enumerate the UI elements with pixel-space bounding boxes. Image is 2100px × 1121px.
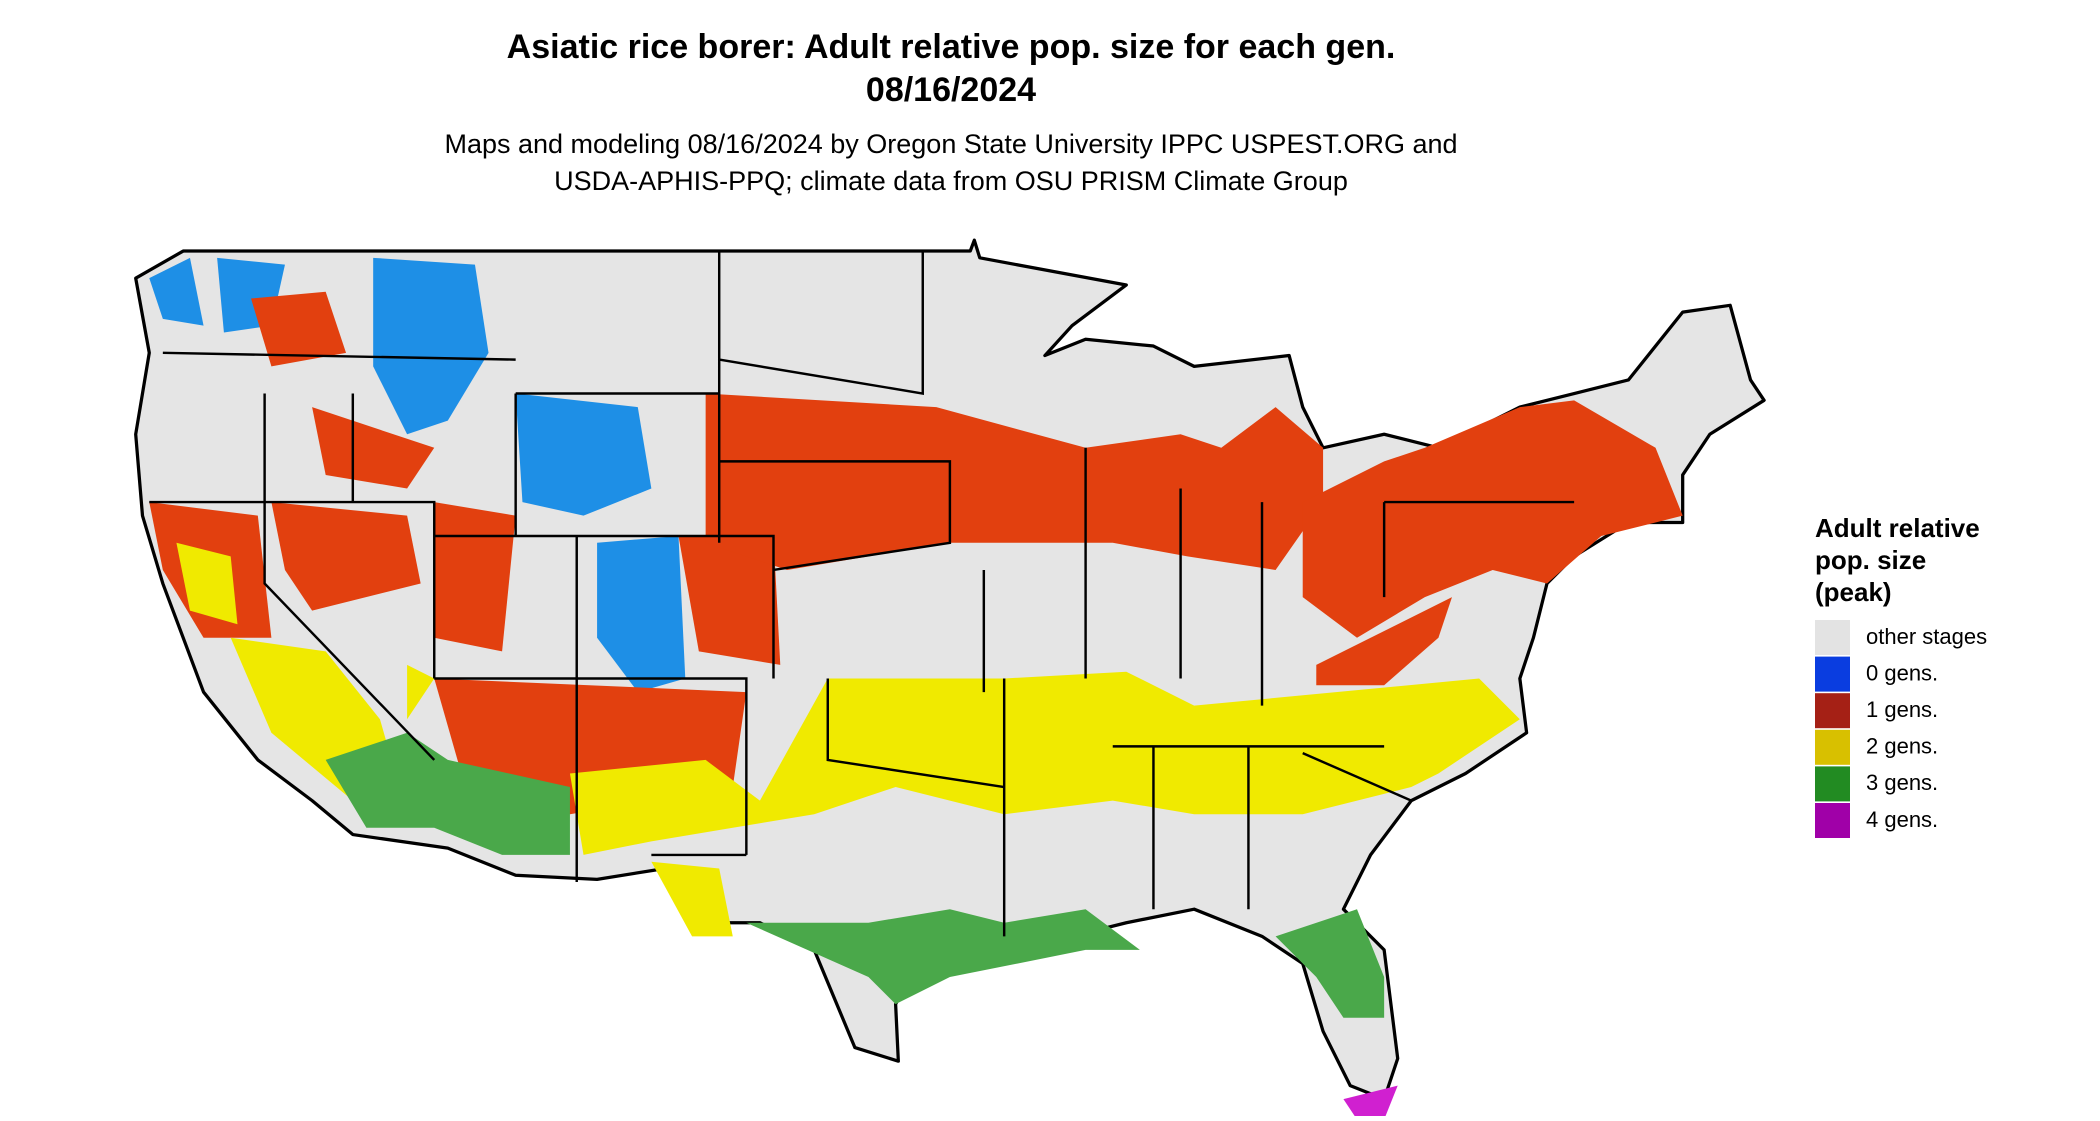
legend-label: 0 gens. xyxy=(1866,660,1938,685)
state-borders xyxy=(149,251,1575,937)
legend-title: Adult relative xyxy=(1815,513,1980,543)
legend-label: 4 gens. xyxy=(1866,807,1938,832)
legend-label: 1 gens. xyxy=(1866,697,1938,722)
zone-4 xyxy=(1343,1085,1398,1120)
legend-swatch xyxy=(1815,693,1850,729)
map-date: 08/16/2024 xyxy=(866,71,1036,109)
us-map xyxy=(134,238,1766,1120)
legend-title: pop. size xyxy=(1815,545,1926,575)
legend-label: 3 gens. xyxy=(1866,770,1938,795)
legend-swatch xyxy=(1815,766,1850,802)
legend-title: (peak) xyxy=(1815,577,1892,607)
legend-label: 2 gens. xyxy=(1866,734,1938,759)
legend-swatch xyxy=(1815,620,1850,655)
legend-label: other stages xyxy=(1866,624,1987,649)
zone-3 xyxy=(325,732,1385,1018)
zone-2 xyxy=(176,542,1520,937)
subtitle-line: Maps and modeling 08/16/2024 by Oregon S… xyxy=(444,129,1457,159)
legend-swatch xyxy=(1815,656,1850,692)
legend-swatch xyxy=(1815,803,1850,838)
subtitle-line: USDA-APHIS-PPQ; climate data from OSU PR… xyxy=(554,166,1348,196)
map-title: Asiatic rice borer: Adult relative pop. … xyxy=(507,28,1396,66)
legend-swatch xyxy=(1815,729,1850,765)
